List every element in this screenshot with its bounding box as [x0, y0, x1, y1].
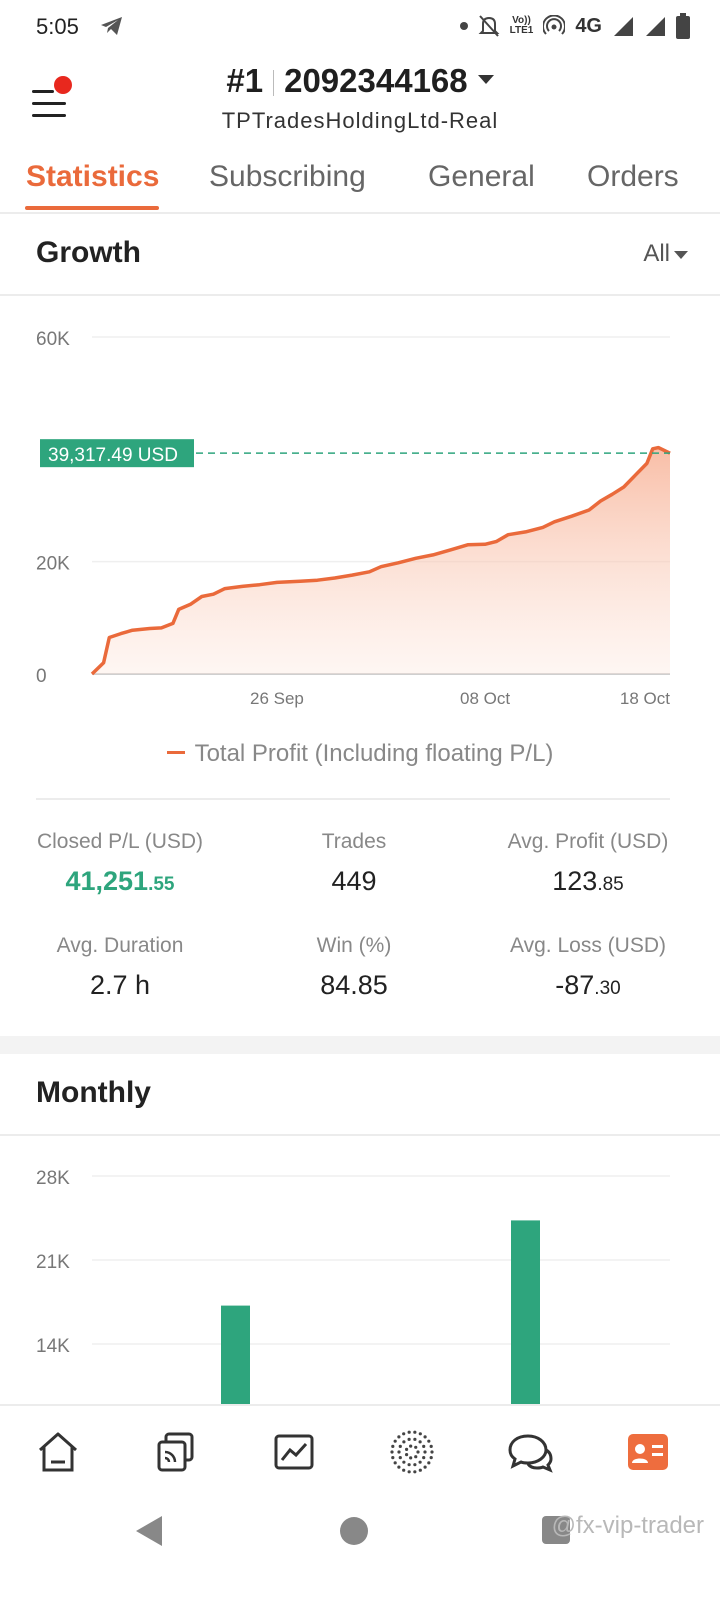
monthly-bar[interactable]: [221, 1305, 250, 1404]
nav-profile[interactable]: [624, 1428, 672, 1476]
tab-general[interactable]: General: [428, 160, 535, 193]
avg-profit-value: 123.85: [552, 866, 624, 896]
account-selector[interactable]: #1 2092344168: [0, 62, 720, 100]
growth-chart: 39,317.49 USD 0 20K 60K 26 Sep 08 Oct 18 Oct: [0, 300, 720, 720]
growth-header: Growth All: [0, 214, 720, 296]
menu-icon: [32, 90, 54, 93]
signal-icon: [644, 15, 666, 37]
active-tab-indicator: [25, 206, 159, 210]
y-tick-label: 28K: [36, 1168, 70, 1189]
range-select[interactable]: All: [643, 240, 670, 267]
status-time: 5:05: [36, 14, 79, 39]
monthly-header: Monthly: [0, 1054, 720, 1136]
dot-icon: [459, 22, 468, 30]
status-bar: 5:05 Vo)) LTE1 4G: [0, 0, 720, 52]
volte-icon: Vo)) LTE1: [509, 15, 534, 36]
stat-avg-profit: Avg. Profit (USD) 123.85: [468, 830, 708, 897]
growth-area-fill: [92, 447, 670, 674]
y-tick-label: 21K: [36, 1252, 70, 1273]
account-id: 2092344168: [284, 62, 468, 99]
y-tick-label: 20K: [36, 554, 70, 575]
system-nav-bar: @fx-vip-trader: [0, 1498, 720, 1600]
stat-avg-duration: Avg. Duration 2.7 h: [0, 934, 240, 1001]
avg-duration-value: 2.7 h: [89, 970, 151, 1000]
monthly-bar[interactable]: [511, 1220, 540, 1404]
current-value-badge: [40, 439, 194, 468]
y-tick-label: 14K: [36, 1336, 70, 1357]
stat-trades: Trades 449: [234, 830, 474, 897]
divider: [36, 798, 670, 800]
recents-icon[interactable]: [542, 1516, 570, 1544]
nav-chart[interactable]: [270, 1428, 318, 1476]
x-tick-label: 18 Oct: [620, 689, 670, 708]
tab-subscribing[interactable]: Subscribing: [209, 160, 366, 193]
profile-card-icon: [628, 1434, 668, 1470]
avg-loss-value: -87.30: [555, 970, 621, 1000]
growth-chart-svg: 39,317.49 USD 0 20K 60K 26 Sep 08 Oct 18 Oct: [36, 329, 671, 708]
x-tick-label: 08 Oct: [460, 689, 510, 708]
section-gap: [0, 1036, 720, 1054]
broker-server: TPTradesHoldingLtd-Real: [221, 108, 499, 133]
y-tick-label: 60K: [36, 329, 70, 350]
win-value: 84.85: [320, 970, 388, 1000]
nav-copy-signals[interactable]: [152, 1428, 200, 1476]
home-button-icon[interactable]: [340, 1517, 368, 1545]
notification-badge: [54, 76, 72, 94]
monthly-title: Monthly: [36, 1076, 151, 1109]
stat-win: Win (%) 84.85: [234, 934, 474, 1001]
monthly-chart-svg: 14K 21K 28K: [36, 1168, 670, 1404]
mute-bell-icon: [478, 14, 500, 38]
home-icon: [39, 1432, 77, 1472]
tab-statistics[interactable]: Statistics: [26, 160, 160, 193]
legend-swatch: [166, 751, 185, 755]
account-number: #1: [226, 62, 264, 99]
telegram-icon: [101, 17, 122, 35]
legend-label: Total Profit (Including floating P/L): [194, 740, 554, 767]
caret-down-icon[interactable]: [674, 251, 688, 259]
current-value-label: 39,317.49 USD: [48, 445, 178, 466]
watermark: @fx-vip-trader: [551, 1512, 704, 1539]
caret-down-icon: [477, 74, 494, 84]
growth-title: Growth: [36, 236, 141, 269]
chart-icon: [274, 1434, 314, 1470]
growth-legend: Total Profit (Including floating P/L): [0, 740, 720, 768]
y-tick-label: 0: [36, 666, 47, 687]
app-header: #1 2092344168 TPTradesHoldingLtd-Real: [0, 52, 720, 148]
nav-explore[interactable]: [388, 1428, 436, 1476]
stat-closed-pl: Closed P/L (USD) 41,251.55: [0, 830, 240, 897]
signal-icon: [612, 15, 634, 37]
hotspot-icon: [543, 15, 566, 37]
chat-icon: [508, 1434, 553, 1473]
monthly-chart: 14K 21K 28K: [0, 1150, 720, 1404]
trades-value: 449: [331, 866, 377, 896]
stat-avg-loss: Avg. Loss (USD) -87.30: [468, 934, 708, 1001]
menu-button[interactable]: [28, 76, 76, 122]
network-type: 4G: [575, 14, 602, 37]
x-tick-label: 26 Sep: [250, 689, 304, 708]
closed-pl-value: 41,251.55: [65, 866, 175, 896]
battery-icon: [676, 13, 690, 39]
nav-home[interactable]: [34, 1428, 82, 1476]
tab-orders[interactable]: Orders: [587, 160, 679, 193]
back-icon[interactable]: [136, 1516, 162, 1546]
nav-chat[interactable]: [506, 1428, 554, 1476]
bottom-nav: [0, 1404, 720, 1498]
status-icons: Vo)) LTE1 4G: [459, 12, 690, 40]
growth-line: [90, 445, 671, 676]
tab-bar: Statistics Subscribing General Orders: [0, 148, 720, 214]
globe-dots-icon: [390, 1430, 434, 1474]
copy-signal-icon: [157, 1432, 194, 1472]
